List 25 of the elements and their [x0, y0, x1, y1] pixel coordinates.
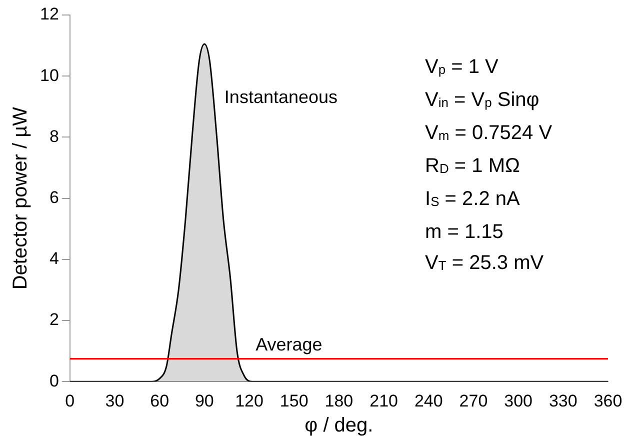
x-tick-label: 120	[235, 391, 264, 410]
y-tick-label: 0	[49, 371, 59, 390]
x-tick-label: 360	[594, 391, 622, 410]
x-tick-label: 240	[414, 391, 443, 410]
y-tick-label: 8	[49, 126, 59, 146]
x-tick-label: 330	[548, 391, 578, 410]
x-tick-label: 270	[459, 391, 488, 410]
ref-line-label: Average	[256, 334, 322, 355]
x-tick-label: 90	[194, 391, 214, 410]
y-tick-label: 12	[40, 4, 59, 24]
x-tick-label: 300	[504, 391, 533, 410]
annotation: m = 1.15	[425, 220, 504, 245]
y-tick-label: 6	[49, 188, 59, 207]
x-axis-title: φ / deg.	[304, 414, 374, 437]
y-tick-label: 2	[49, 310, 59, 330]
x-tick-label: 30	[105, 391, 124, 410]
x-tick-label: 60	[150, 391, 170, 410]
x-tick-label: 180	[324, 391, 354, 410]
series-label: Instantaneous	[224, 87, 338, 108]
y-axis-title: Detector power / µW	[10, 106, 32, 290]
y-tick-label: 4	[49, 249, 59, 268]
x-tick-label: 210	[370, 391, 398, 410]
y-tick-label: 10	[40, 66, 59, 85]
x-tick-label: 0	[65, 391, 75, 410]
x-tick-label: 150	[280, 391, 308, 410]
